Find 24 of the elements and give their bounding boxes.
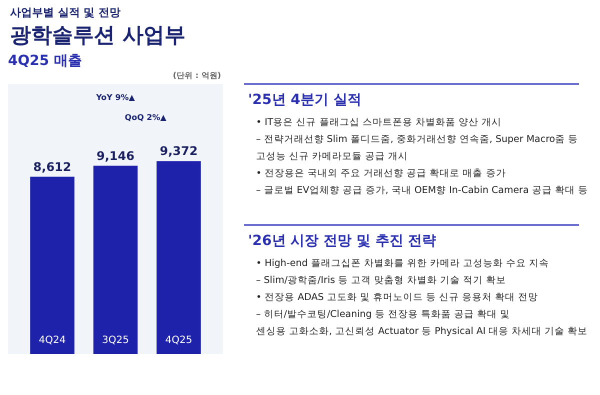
text: 센싱용 고화소화, 고신뢰성 Actuator 등 Physical AI 대응 차세대 기술 확보 bbox=[256, 326, 588, 337]
data-label: 9,146 bbox=[96, 148, 134, 163]
text: – Slim/광학줌/Iris 등 고객 맞춤형 차별화 기술 적기 확보 bbox=[256, 275, 506, 286]
text: QoQ 2%▲ bbox=[124, 113, 168, 122]
data-label: 8,612 bbox=[33, 160, 72, 174]
text: – 글로벌 EV업체향 공급 증가, 국내 OEM향 In-Cabin Camera 공급 확대 등 bbox=[256, 185, 588, 196]
text: • 전장용 ADAS 고도화 및 휴머노이드 등 신규 응용처 확대 전망 bbox=[256, 292, 538, 303]
text: • High-end 플래그십폰 차별화를 위한 카메라 고성능화 수요 지속 bbox=[256, 258, 549, 269]
text: 고성능 신규 카메라모듈 공급 개시 bbox=[256, 151, 408, 162]
text: – 히터/발수코팅/Cleaning 등 전장용 특화품 공급 확대 및 bbox=[256, 309, 510, 320]
x-tick-label: 4Q24 bbox=[38, 335, 66, 346]
text: YoY 9%▲ bbox=[95, 93, 136, 102]
x-tick-label: 4Q25 bbox=[165, 335, 192, 346]
text: – 전략거래선향 Slim 폴디드줌, 중화거래선향 연속줌, Super Macro줌 등 bbox=[256, 134, 578, 145]
x-tick-label: 3Q25 bbox=[102, 335, 129, 346]
text: 사업부별 실적 및 전망 bbox=[10, 6, 120, 19]
chart-title: 4Q25 매출 bbox=[8, 53, 82, 69]
text: • 전장용은 국내외 주요 거래선향 공급 확대로 매출 증가 bbox=[256, 168, 506, 179]
text: • IT용은 신규 플래그십 스마트폰용 차별화품 양산 개시 bbox=[256, 117, 502, 128]
text: '25년 4분기 실적 bbox=[248, 92, 362, 108]
text: '26년 시장 전망 및 추진 전략 bbox=[248, 233, 436, 249]
text: (단위 : 억원) bbox=[172, 71, 221, 80]
data-label: 9,372 bbox=[160, 144, 198, 158]
text: 광학솔루션 사업부 bbox=[10, 23, 186, 47]
